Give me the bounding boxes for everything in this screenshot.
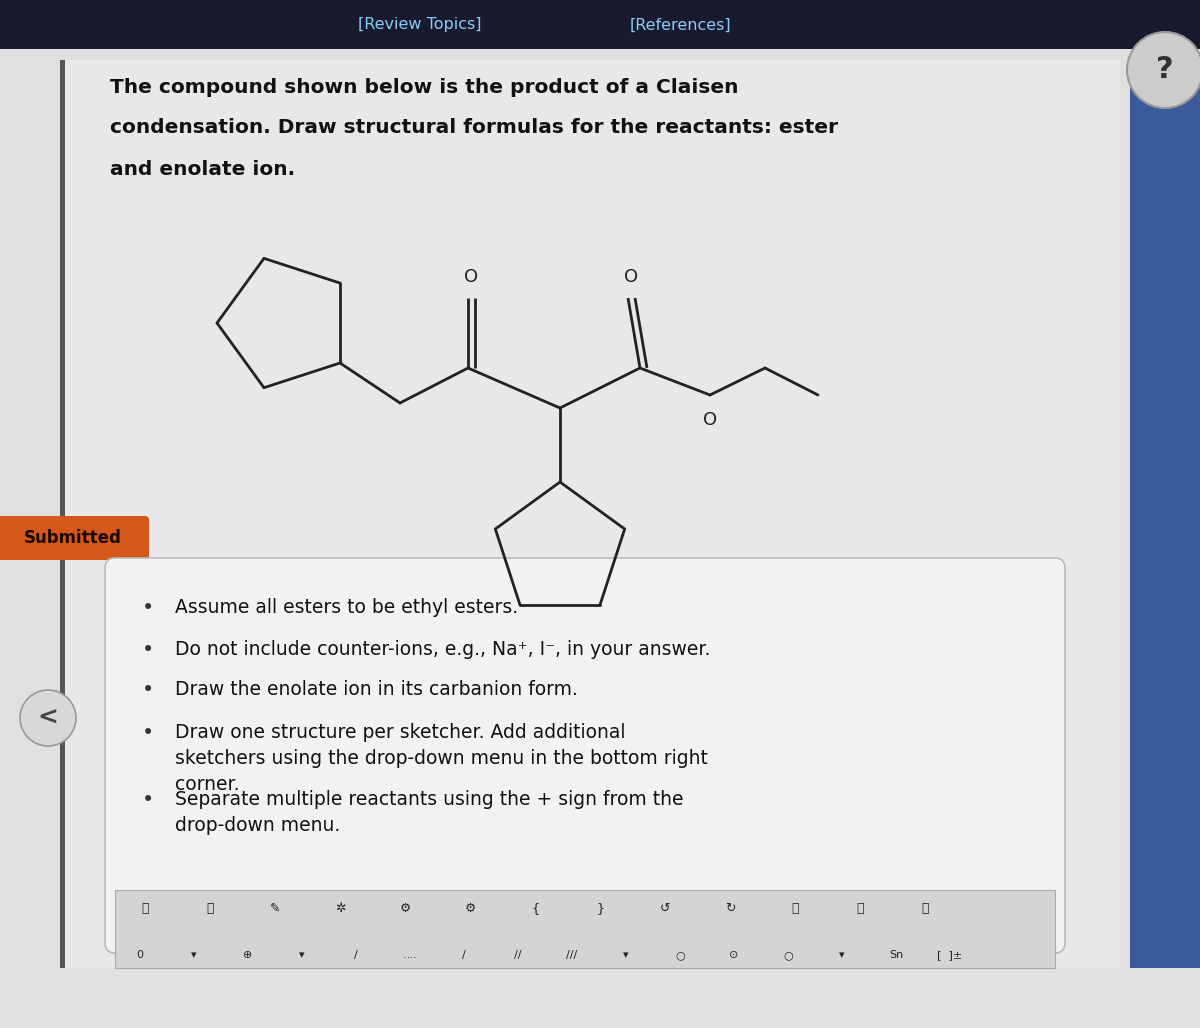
Text: ✎: ✎	[270, 902, 281, 915]
Text: /: /	[462, 950, 466, 960]
Text: 📋: 📋	[206, 902, 214, 915]
Text: O: O	[703, 411, 718, 429]
Text: Assume all esters to be ethyl esters.: Assume all esters to be ethyl esters.	[175, 598, 518, 617]
Text: 🔍: 🔍	[791, 902, 799, 915]
Text: ▾: ▾	[839, 950, 845, 960]
Text: {: {	[530, 902, 539, 915]
Circle shape	[1127, 32, 1200, 108]
Bar	[1130, 60, 1200, 968]
Bar	[0, 0, 1200, 49]
Text: 🔍: 🔍	[857, 902, 864, 915]
Text: Sn: Sn	[889, 950, 904, 960]
Text: O: O	[464, 268, 478, 286]
Text: [  ]±: [ ]±	[937, 950, 962, 960]
Text: ⚙: ⚙	[400, 902, 410, 915]
Text: [Review Topics]: [Review Topics]	[359, 17, 481, 33]
Text: Do not include counter-ions, e.g., Na⁺, I⁻, in your answer.: Do not include counter-ions, e.g., Na⁺, …	[175, 640, 710, 659]
Text: condensation. Draw structural formulas for the reactants: ester: condensation. Draw structural formulas f…	[110, 118, 838, 137]
Text: Separate multiple reactants using the + sign from the
drop-down menu.: Separate multiple reactants using the + …	[175, 790, 684, 835]
FancyBboxPatch shape	[106, 558, 1066, 953]
Text: ?: ?	[1156, 56, 1174, 84]
Text: ▾: ▾	[299, 950, 305, 960]
Text: ⊕: ⊕	[244, 950, 253, 960]
Bar	[115, 890, 1055, 968]
Text: O: O	[624, 268, 638, 286]
Text: Submitted: Submitted	[24, 529, 121, 547]
Text: ▾: ▾	[623, 950, 629, 960]
Text: 🌿: 🌿	[922, 902, 929, 915]
Text: ↻: ↻	[725, 902, 736, 915]
Text: Draw one structure per sketcher. Add additional
sketchers using the drop-down me: Draw one structure per sketcher. Add add…	[175, 723, 708, 794]
Text: ↺: ↺	[660, 902, 671, 915]
Text: ○: ○	[676, 950, 685, 960]
Text: 🖐: 🖐	[142, 902, 149, 915]
Text: •: •	[142, 640, 154, 660]
Text: //: //	[515, 950, 522, 960]
FancyBboxPatch shape	[0, 516, 149, 560]
Circle shape	[20, 690, 76, 746]
Text: ///: ///	[566, 950, 577, 960]
Text: [References]: [References]	[629, 17, 731, 33]
Text: ✲: ✲	[335, 902, 346, 915]
Text: •: •	[142, 723, 154, 743]
Text: }: }	[596, 902, 604, 915]
Text: ⚙: ⚙	[464, 902, 475, 915]
Text: ‥‥: ‥‥	[403, 950, 418, 960]
Text: /: /	[354, 950, 358, 960]
Text: •: •	[142, 680, 154, 700]
Text: 0: 0	[137, 950, 144, 960]
Text: ○: ○	[784, 950, 793, 960]
Text: <: <	[37, 706, 59, 730]
Text: ⊙: ⊙	[730, 950, 739, 960]
Bar	[60, 60, 65, 968]
Bar	[60, 60, 1120, 968]
Text: •: •	[142, 790, 154, 810]
Text: ▾: ▾	[191, 950, 197, 960]
Text: •: •	[142, 598, 154, 618]
Text: Draw the enolate ion in its carbanion form.: Draw the enolate ion in its carbanion fo…	[175, 680, 578, 699]
Text: and enolate ion.: and enolate ion.	[110, 160, 295, 179]
Text: The compound shown below is the product of a Claisen: The compound shown below is the product …	[110, 78, 738, 97]
